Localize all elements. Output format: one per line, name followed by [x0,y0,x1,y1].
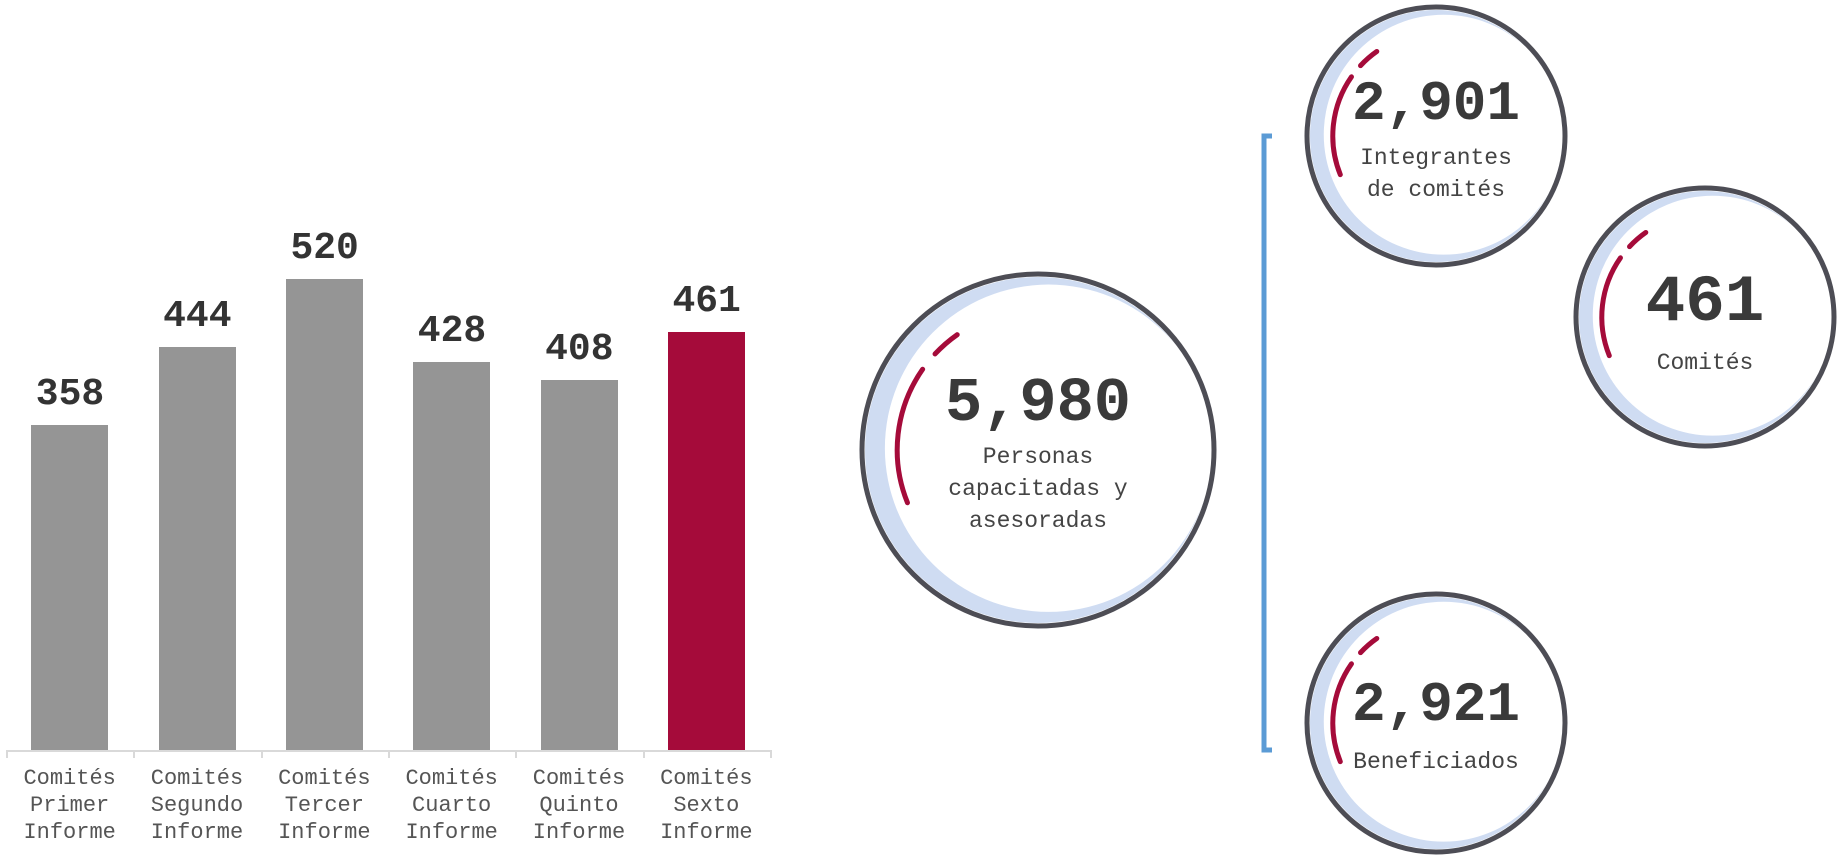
axis-tick [6,750,8,758]
axis-tick [388,750,390,758]
x-tick-label: Comités Segundo Informe [142,765,252,846]
value-label: 520 [261,227,389,270]
bar [159,347,236,750]
bar [413,362,490,750]
item-value: 461 [1646,265,1765,340]
axis-tick [515,750,517,758]
item-label: Integrantes de comités [1349,142,1524,206]
axis-tick [133,750,135,758]
value-label: 428 [388,310,516,353]
bar [541,380,618,750]
value-label: 461 [643,280,771,323]
axis-tick [643,750,645,758]
item-value: 2,901 [1352,72,1520,136]
page: 358 Comités Primer Informe 444 Comités Segu… [0,0,1843,856]
x-tick-label: Comités Sexto Informe [651,765,761,846]
x-tick-label: Comités Quinto Informe [524,765,634,846]
bar [31,425,108,750]
value-label: 444 [133,295,261,338]
item-label: Beneficiados [1349,746,1524,778]
summary-graphics [780,0,1843,856]
axis-tick [261,750,263,758]
total-value: 5,980 [945,368,1131,439]
total-label: Personas capacitadas y asesoradas [933,441,1143,537]
bar [668,332,745,750]
item-value: 2,921 [1352,673,1520,737]
bracket [1264,136,1272,750]
x-tick-label: Comités Primer Informe [15,765,125,846]
bar-chart: 358 Comités Primer Informe 444 Comités Segu… [0,0,780,856]
axis-tick [770,750,772,758]
x-tick-label: Comités Tercer Informe [269,765,379,846]
bar [286,279,363,750]
value-label: 408 [515,328,643,371]
item-label: Comités [1618,347,1793,379]
value-label: 358 [6,373,134,416]
x-tick-label: Comités Cuarto Informe [397,765,507,846]
